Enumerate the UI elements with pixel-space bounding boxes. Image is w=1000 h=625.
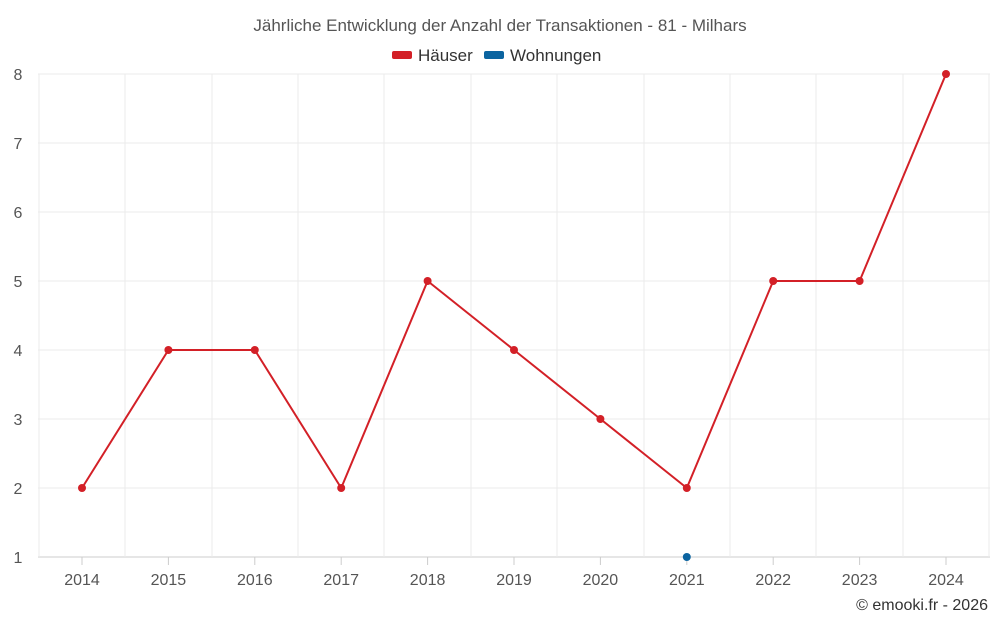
y-tick-label: 1 <box>14 550 23 567</box>
legend-label-haeuser: Häuser <box>418 46 473 65</box>
y-tick-label: 6 <box>14 205 23 222</box>
x-tick-label: 2016 <box>237 572 273 589</box>
data-point-haeuser[interactable] <box>769 277 778 285</box>
y-tick-label: 7 <box>14 136 23 153</box>
x-tick-label: 2023 <box>842 572 878 589</box>
legend-swatch-haeuser <box>392 51 412 59</box>
credit: © emooki.fr - 2026 <box>856 597 988 614</box>
y-tick-label: 8 <box>14 67 23 84</box>
grid <box>38 73 990 558</box>
data-point-haeuser[interactable] <box>78 484 86 492</box>
legend: Häuser Wohnungen <box>392 46 601 65</box>
data-point-haeuser[interactable] <box>510 346 518 354</box>
x-tick-label: 2018 <box>410 572 446 589</box>
data-point-haeuser[interactable] <box>855 277 864 285</box>
data-point-haeuser[interactable] <box>337 484 346 492</box>
data-point-wohnungen[interactable] <box>682 553 691 561</box>
x-tick-label: 2024 <box>928 572 964 589</box>
x-tick-label: 2019 <box>496 572 532 589</box>
x-tick-label: 2014 <box>64 572 100 589</box>
x-axis: 2014 2015 2016 2017 2018 2019 2020 2021 2022 2023… <box>64 557 964 589</box>
x-tick-label: 2017 <box>323 572 359 589</box>
data-point-haeuser[interactable] <box>942 70 950 78</box>
data-point-haeuser[interactable] <box>682 484 691 492</box>
y-axis: 1 2 3 4 5 6 7 8 <box>14 67 23 567</box>
x-tick-label: 2020 <box>583 572 619 589</box>
x-tick-label: 2015 <box>151 572 187 589</box>
data-point-haeuser[interactable] <box>250 346 259 354</box>
legend-label-wohnungen: Wohnungen <box>510 46 601 65</box>
y-tick-label: 4 <box>14 343 23 360</box>
chart-title: Jährliche Entwicklung der Anzahl der Tra… <box>253 16 746 35</box>
y-tick-label: 5 <box>14 274 23 291</box>
data-point-haeuser[interactable] <box>164 346 173 354</box>
data-point-haeuser[interactable] <box>596 415 605 423</box>
legend-item-wohnungen[interactable]: Wohnungen <box>484 46 601 65</box>
y-tick-label: 3 <box>14 412 23 429</box>
series-layer <box>78 70 950 561</box>
y-tick-label: 2 <box>14 481 23 498</box>
legend-swatch-wohnungen <box>484 51 504 59</box>
x-tick-label: 2022 <box>755 572 791 589</box>
legend-item-haeuser[interactable]: Häuser <box>392 46 473 65</box>
x-tick-label: 2021 <box>669 572 705 589</box>
data-point-haeuser[interactable] <box>423 277 432 285</box>
